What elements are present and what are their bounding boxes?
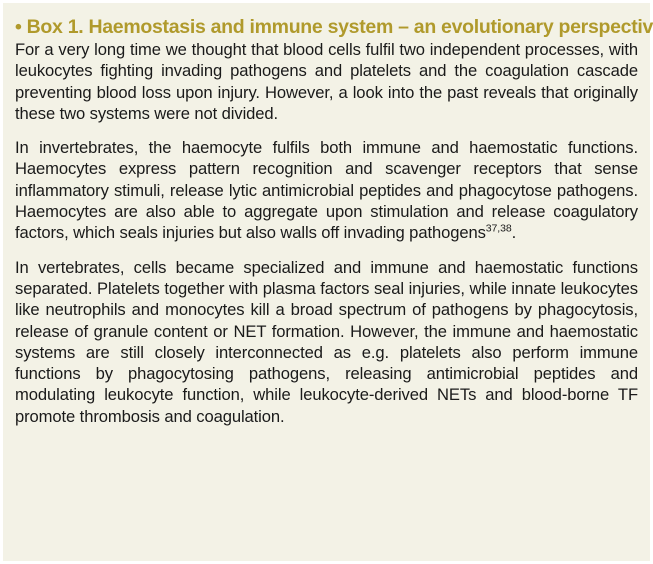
- paragraph-intro: For a very long time we thought that blo…: [15, 39, 638, 124]
- reference-superscript: 37,38: [485, 222, 512, 235]
- paragraph-intro-text: For a very long time we thought that blo…: [15, 40, 638, 123]
- paragraph-invertebrates-end: .: [511, 223, 517, 243]
- paragraph-invertebrates-text: In invertebrates, the haemocyte fulfils …: [15, 138, 638, 243]
- paragraph-invertebrates: In invertebrates, the haemocyte fulfils …: [15, 137, 638, 243]
- paragraph-vertebrates: In vertebrates, cells became specialized…: [15, 257, 638, 427]
- box-title: • Box 1. Haemostasis and immune system –…: [15, 16, 653, 38]
- paragraph-vertebrates-text: In vertebrates, cells became specialized…: [15, 257, 638, 426]
- info-box: • Box 1. Haemostasis and immune system –…: [3, 3, 653, 561]
